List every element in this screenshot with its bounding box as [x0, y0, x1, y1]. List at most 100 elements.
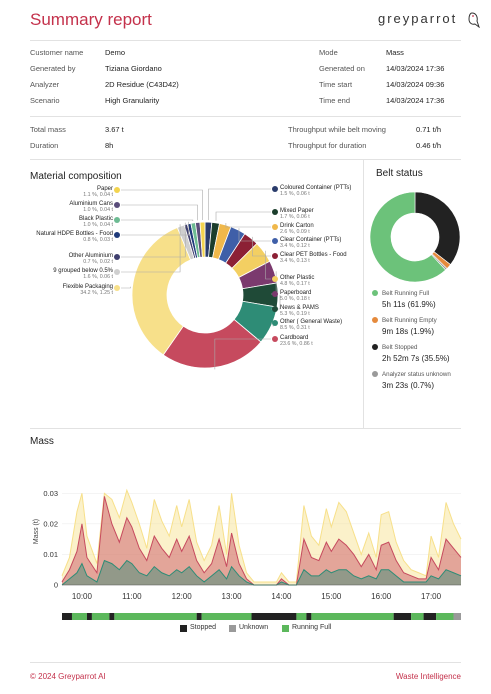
legend-name: Coloured Container (PTTs) [280, 185, 352, 191]
info-left-value: Tiziana Giordano [105, 64, 162, 73]
y-tick-label: 0.03 [43, 489, 58, 498]
material-title: Material composition [30, 171, 122, 182]
strip-legend-swatch [180, 625, 187, 632]
info-left-label: Analyzer [30, 80, 60, 89]
throughput-label: Throughput for duration [288, 141, 367, 150]
brand-logo: greyparrot [378, 11, 480, 28]
series-area [62, 496, 461, 585]
belt-status-value: 5h 11s (61.9%) [382, 300, 436, 309]
legend-detail: 34.2 %, 1.25 t [80, 290, 113, 296]
legend-detail: 0.8 %, 0.03 t [83, 237, 113, 243]
leader-line [265, 250, 271, 280]
status-segment [114, 613, 197, 620]
info-left-value: Demo [105, 48, 126, 57]
legend-dot [272, 253, 278, 259]
info-right-label: Mode [319, 48, 338, 57]
material-legend-item: Flexible Packaging 34.2 %, 1.25 t [23, 284, 113, 296]
material-legend-item: Aluminium Cans 1.0 %, 0.04 t [23, 201, 113, 213]
info-right-label: Time end [319, 96, 350, 105]
legend-detail: 5.0 %, 0.18 t [280, 296, 310, 302]
leader-line [121, 221, 189, 236]
info-right-value: 14/03/2024 09:36 [386, 80, 445, 89]
info-left-label: Customer name [30, 48, 84, 57]
info-left-label: Generated by [30, 64, 76, 73]
total-label: Duration [30, 141, 59, 150]
belt-status-value: 9m 18s (1.9%) [382, 327, 435, 336]
legend-detail: 5.3 %, 0.19 t [280, 311, 310, 317]
legend-name: Mixed Paper [280, 208, 314, 214]
legend-name: Aluminium Cans [69, 201, 113, 207]
material-legend-item: Cardboard 23.6 %, 0.86 t [280, 335, 352, 347]
y-tick-label: 0 [54, 581, 58, 590]
legend-detail: 1.7 %, 0.06 t [280, 214, 310, 220]
strip-legend-label: Stopped [190, 624, 217, 631]
info-right-value: Mass [386, 48, 404, 57]
legend-name: Other Aluminium [68, 253, 113, 259]
legend-detail: 1.0 %, 0.04 t [83, 207, 113, 213]
leader-line [121, 286, 131, 289]
legend-name: Clear Container (PTTs) [280, 237, 342, 243]
legend-detail: 3.4 %, 0.13 t [280, 258, 310, 264]
page-title: Summary report [30, 10, 152, 29]
material-legend-item: Mixed Paper 1.7 %, 0.06 t [280, 208, 352, 220]
donut-slice [199, 221, 206, 258]
y-tick-label: 0.02 [43, 519, 58, 528]
leader-line [208, 188, 271, 221]
x-tick-label: 14:00 [271, 592, 292, 601]
status-segment [306, 613, 312, 620]
belt-slice [414, 191, 461, 266]
legend-name: Cardboard [280, 335, 309, 341]
leader-line [121, 222, 186, 258]
status-segment [196, 613, 202, 620]
material-legend-item: Other Plastic 4.8 %, 0.17 t [280, 275, 352, 287]
legend-detail: 23.6 %, 0.86 t [280, 341, 313, 347]
belt-status-title: Belt status [376, 168, 423, 179]
legend-name: Clear PET Bottles - Food [280, 252, 347, 258]
material-donut-chart [121, 188, 281, 370]
legend-detail: 1.6 %, 0.06 t [83, 274, 113, 280]
belt-status-label: Belt Stopped [382, 344, 418, 351]
throughput-label: Throughput while belt moving [288, 125, 386, 134]
legend-dot [272, 238, 278, 244]
material-legend-item: News & PAMS 5.3 %, 0.19 t [280, 305, 352, 317]
x-tick-label: 10:00 [72, 592, 93, 601]
legend-dot [114, 269, 120, 275]
x-tick-label: 11:00 [122, 592, 142, 601]
mass-area-chart: 0 0.01 0.02 0.03 Mass (t) 10:00 11:00 12:00 13:0… [33, 488, 462, 620]
info-divider [30, 116, 461, 117]
legend-name: Other Plastic [280, 275, 315, 281]
legend-dot [272, 224, 278, 230]
y-axis-label: Mass (t) [33, 519, 40, 544]
belt-status-label: Analyzer status unknown [382, 371, 451, 378]
leader-line [121, 219, 194, 221]
x-tick-label: 17:00 [421, 592, 442, 601]
series-line [61, 488, 462, 583]
x-tick-label: 12:00 [172, 592, 193, 601]
legend-name: Natural HDPE Bottles - Food [36, 231, 113, 237]
throughput-value: 0.71 t/h [416, 125, 442, 134]
status-segment [423, 613, 437, 620]
parrot-icon [468, 12, 480, 28]
legend-name: Other ( General Waste) [280, 319, 343, 325]
belt-status-dot [372, 371, 378, 377]
status-segment [411, 613, 424, 620]
legend-dot [272, 209, 278, 215]
total-value: 8h [105, 141, 114, 150]
material-legend-item: Coloured Container (PTTs) 1.5 %, 0.06 t [280, 185, 352, 197]
material-legend-item: Clear Container (PTTs) 3.4 %, 0.12 t [280, 237, 352, 249]
belt-status-dot [372, 344, 378, 350]
material-legend-item: 9 grouped below 0.5% 1.6 %, 0.06 t [23, 268, 113, 280]
status-segment [91, 613, 110, 620]
total-label: Total mass [30, 125, 66, 134]
status-segment [86, 613, 92, 620]
legend-name: Black Plastic [78, 216, 113, 222]
legend-detail: 1.5 %, 0.06 t [280, 191, 310, 197]
status-segment [296, 613, 307, 620]
legend-name: Paper [96, 186, 113, 192]
belt-slice [369, 191, 447, 283]
footer-copyright: © 2024 Greyparrot AI [30, 672, 106, 681]
strip-legend-swatch [229, 625, 236, 632]
legend-detail: 1.1 %, 0.04 t [83, 192, 113, 198]
logo-text: greyparrot [378, 11, 458, 26]
material-legend-item: Other ( General Waste) 8.5 %, 0.31 t [280, 319, 352, 331]
